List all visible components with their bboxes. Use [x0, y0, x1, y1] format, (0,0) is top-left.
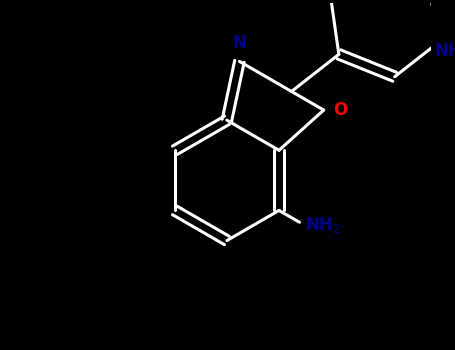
Text: NH$_2$: NH$_2$: [305, 216, 341, 236]
Text: O: O: [334, 101, 348, 119]
Text: NH$_2$: NH$_2$: [434, 41, 455, 61]
Text: N: N: [233, 34, 246, 52]
